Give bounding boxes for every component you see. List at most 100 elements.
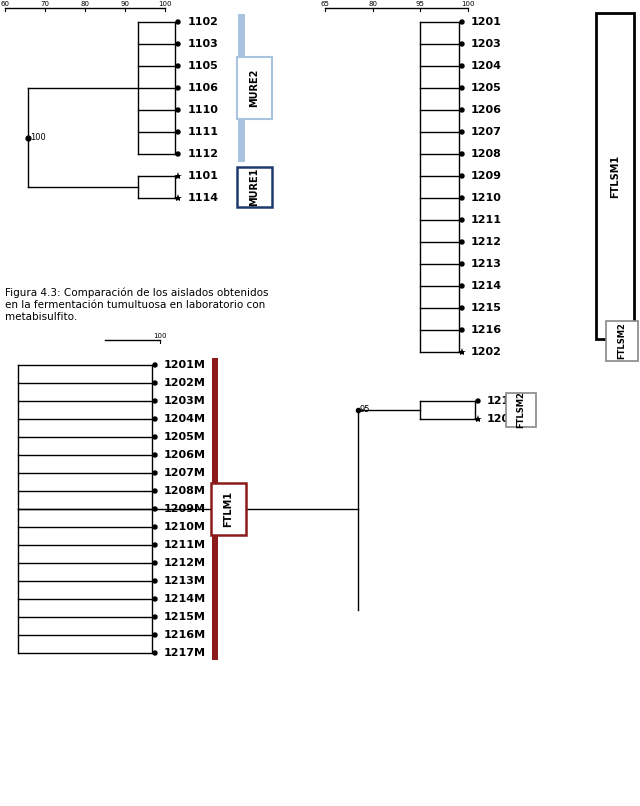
Text: 1214: 1214 bbox=[471, 281, 502, 291]
Text: 1201M: 1201M bbox=[164, 360, 206, 370]
Circle shape bbox=[153, 453, 157, 457]
Circle shape bbox=[460, 108, 464, 112]
Text: 1210M: 1210M bbox=[164, 522, 206, 532]
Bar bbox=[606, 321, 638, 361]
Text: Figura 4.3: Comparación de los aislados obtenidos
en la fermentación tumultuosa : Figura 4.3: Comparación de los aislados … bbox=[5, 288, 269, 322]
Circle shape bbox=[153, 543, 157, 547]
Circle shape bbox=[153, 615, 157, 619]
Text: 1206M: 1206M bbox=[164, 450, 206, 460]
Circle shape bbox=[460, 42, 464, 46]
Text: 1213: 1213 bbox=[471, 259, 502, 269]
Text: 100: 100 bbox=[461, 1, 475, 7]
Text: 1206: 1206 bbox=[471, 105, 502, 115]
Circle shape bbox=[460, 284, 464, 288]
Text: 1110: 1110 bbox=[188, 105, 219, 115]
Bar bbox=[238, 168, 245, 206]
Text: 1202: 1202 bbox=[487, 414, 518, 424]
Text: FTLM1: FTLM1 bbox=[223, 491, 234, 527]
Circle shape bbox=[153, 363, 157, 367]
Circle shape bbox=[176, 20, 180, 24]
Circle shape bbox=[460, 174, 464, 178]
Circle shape bbox=[460, 20, 464, 24]
Circle shape bbox=[153, 435, 157, 439]
Text: 1207M: 1207M bbox=[164, 468, 206, 478]
Circle shape bbox=[153, 579, 157, 583]
Text: MURE2: MURE2 bbox=[250, 69, 259, 107]
Text: 1211M: 1211M bbox=[164, 540, 206, 550]
Text: 1102: 1102 bbox=[188, 17, 219, 27]
Bar bbox=[607, 322, 613, 360]
Text: 1106: 1106 bbox=[188, 83, 219, 93]
Text: 90: 90 bbox=[120, 1, 129, 7]
Text: 1111: 1111 bbox=[188, 127, 219, 137]
Circle shape bbox=[153, 525, 157, 529]
Text: FTLSM2: FTLSM2 bbox=[516, 392, 525, 429]
Circle shape bbox=[460, 262, 464, 266]
Circle shape bbox=[176, 42, 180, 46]
Text: 1217M: 1217M bbox=[164, 648, 206, 658]
Circle shape bbox=[153, 381, 157, 385]
Text: 60: 60 bbox=[1, 1, 10, 7]
Text: 1114: 1114 bbox=[188, 193, 219, 203]
Circle shape bbox=[460, 86, 464, 90]
Text: 100: 100 bbox=[30, 133, 45, 142]
Text: 1205M: 1205M bbox=[164, 432, 205, 442]
Circle shape bbox=[460, 218, 464, 222]
Circle shape bbox=[476, 399, 480, 403]
Circle shape bbox=[153, 471, 157, 475]
Text: 1216: 1216 bbox=[487, 396, 518, 406]
Text: MURE1: MURE1 bbox=[250, 168, 259, 206]
Text: 1208M: 1208M bbox=[164, 486, 206, 496]
Circle shape bbox=[460, 306, 464, 310]
Text: 1214M: 1214M bbox=[164, 594, 206, 604]
Circle shape bbox=[153, 633, 157, 637]
Text: 1209M: 1209M bbox=[164, 504, 206, 514]
Text: 1204: 1204 bbox=[471, 61, 502, 71]
Text: 1216M: 1216M bbox=[164, 630, 206, 640]
Circle shape bbox=[460, 152, 464, 156]
Circle shape bbox=[153, 399, 157, 403]
Circle shape bbox=[176, 64, 180, 68]
Text: 1208: 1208 bbox=[471, 149, 502, 159]
Bar bbox=[237, 167, 272, 207]
Bar bbox=[507, 394, 513, 426]
Circle shape bbox=[153, 561, 157, 565]
Circle shape bbox=[176, 108, 180, 112]
Circle shape bbox=[176, 86, 180, 90]
Circle shape bbox=[460, 328, 464, 332]
Text: 80: 80 bbox=[368, 1, 377, 7]
Text: 1207: 1207 bbox=[471, 127, 502, 137]
Text: 1215: 1215 bbox=[471, 303, 502, 313]
Text: 1216: 1216 bbox=[471, 325, 502, 335]
Circle shape bbox=[153, 597, 157, 601]
Circle shape bbox=[176, 152, 180, 156]
Text: 1201: 1201 bbox=[471, 17, 502, 27]
Text: 100: 100 bbox=[153, 333, 167, 339]
Bar bbox=[212, 358, 218, 660]
Text: 70: 70 bbox=[40, 1, 49, 7]
Text: 1202: 1202 bbox=[471, 347, 502, 357]
Text: 1212M: 1212M bbox=[164, 558, 206, 568]
Text: 1212: 1212 bbox=[471, 237, 502, 247]
Circle shape bbox=[460, 64, 464, 68]
Text: 80: 80 bbox=[81, 1, 90, 7]
Text: 65: 65 bbox=[321, 1, 330, 7]
Text: 1105: 1105 bbox=[188, 61, 219, 71]
Text: FTLSM1: FTLSM1 bbox=[610, 155, 620, 197]
Text: 1101: 1101 bbox=[188, 171, 219, 181]
Text: 1203M: 1203M bbox=[164, 396, 205, 406]
Circle shape bbox=[176, 130, 180, 134]
Circle shape bbox=[460, 130, 464, 134]
Text: 95: 95 bbox=[416, 1, 425, 7]
Text: 1209: 1209 bbox=[471, 171, 502, 181]
Circle shape bbox=[153, 651, 157, 655]
Circle shape bbox=[153, 489, 157, 493]
Text: 1203: 1203 bbox=[471, 39, 502, 49]
Text: 1112: 1112 bbox=[188, 149, 219, 159]
Circle shape bbox=[460, 196, 464, 200]
Bar bbox=[596, 13, 634, 339]
Bar bbox=[237, 57, 272, 119]
Text: 1202M: 1202M bbox=[164, 378, 206, 388]
Text: FTLSM2: FTLSM2 bbox=[618, 322, 627, 359]
Text: 1210: 1210 bbox=[471, 193, 502, 203]
